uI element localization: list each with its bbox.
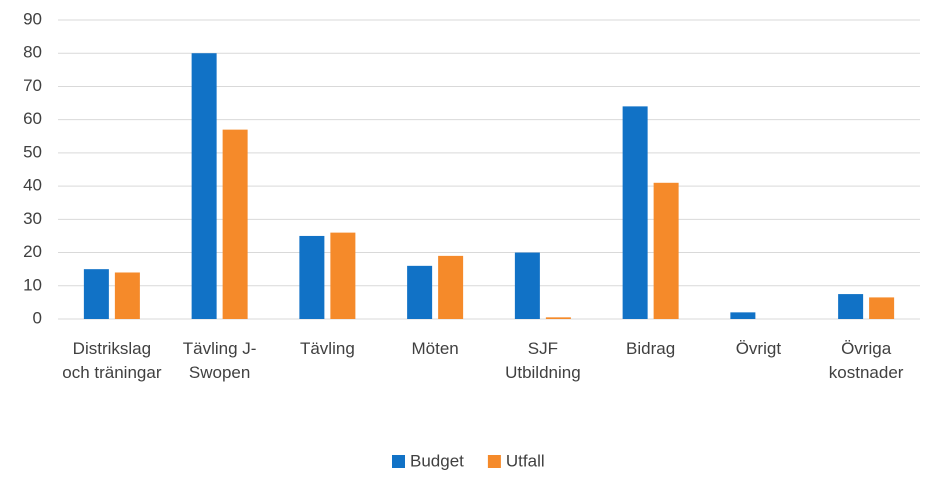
bar: [299, 235, 325, 319]
bar: [730, 312, 756, 319]
y-tick-label: 40: [23, 176, 42, 195]
bar: [838, 294, 864, 319]
bar: [83, 269, 109, 319]
y-tick-label: 0: [33, 308, 42, 327]
x-tick-label: Möten: [411, 339, 459, 358]
x-tick-label: Övrigt: [735, 339, 782, 358]
bar: [514, 252, 540, 319]
legend-label: Utfall: [506, 451, 545, 470]
x-tick-label: SJF Utbildning: [505, 339, 581, 382]
bar: [330, 232, 356, 319]
x-tick-label: Distrikslag och träningar: [62, 339, 162, 382]
y-tick-label: 90: [23, 9, 42, 28]
bar: [222, 129, 248, 319]
x-tick-label: Övriga kostnader: [828, 339, 904, 382]
legend-label: Budget: [410, 451, 464, 470]
y-tick-label: 60: [23, 109, 42, 128]
y-tick-label: 80: [23, 43, 42, 62]
bar: [407, 265, 433, 319]
y-tick-label: 10: [23, 275, 42, 294]
bar: [191, 53, 217, 319]
bar: [653, 182, 679, 319]
y-tick-label: 70: [23, 76, 42, 95]
y-tick-label: 50: [23, 142, 42, 161]
y-tick-label: 30: [23, 209, 42, 228]
bar: [622, 106, 648, 319]
x-tick-label: Tävling: [299, 339, 355, 358]
bar: [869, 297, 895, 319]
legend-swatch: [487, 455, 501, 468]
x-tick-label: Tävling J-Swopen: [182, 339, 257, 382]
bar: [438, 255, 464, 319]
legend-swatch: [392, 455, 405, 468]
bar: [545, 317, 571, 319]
bar: [114, 272, 140, 319]
y-tick-label: 20: [23, 242, 42, 261]
x-tick-label: Bidrag: [626, 339, 676, 358]
